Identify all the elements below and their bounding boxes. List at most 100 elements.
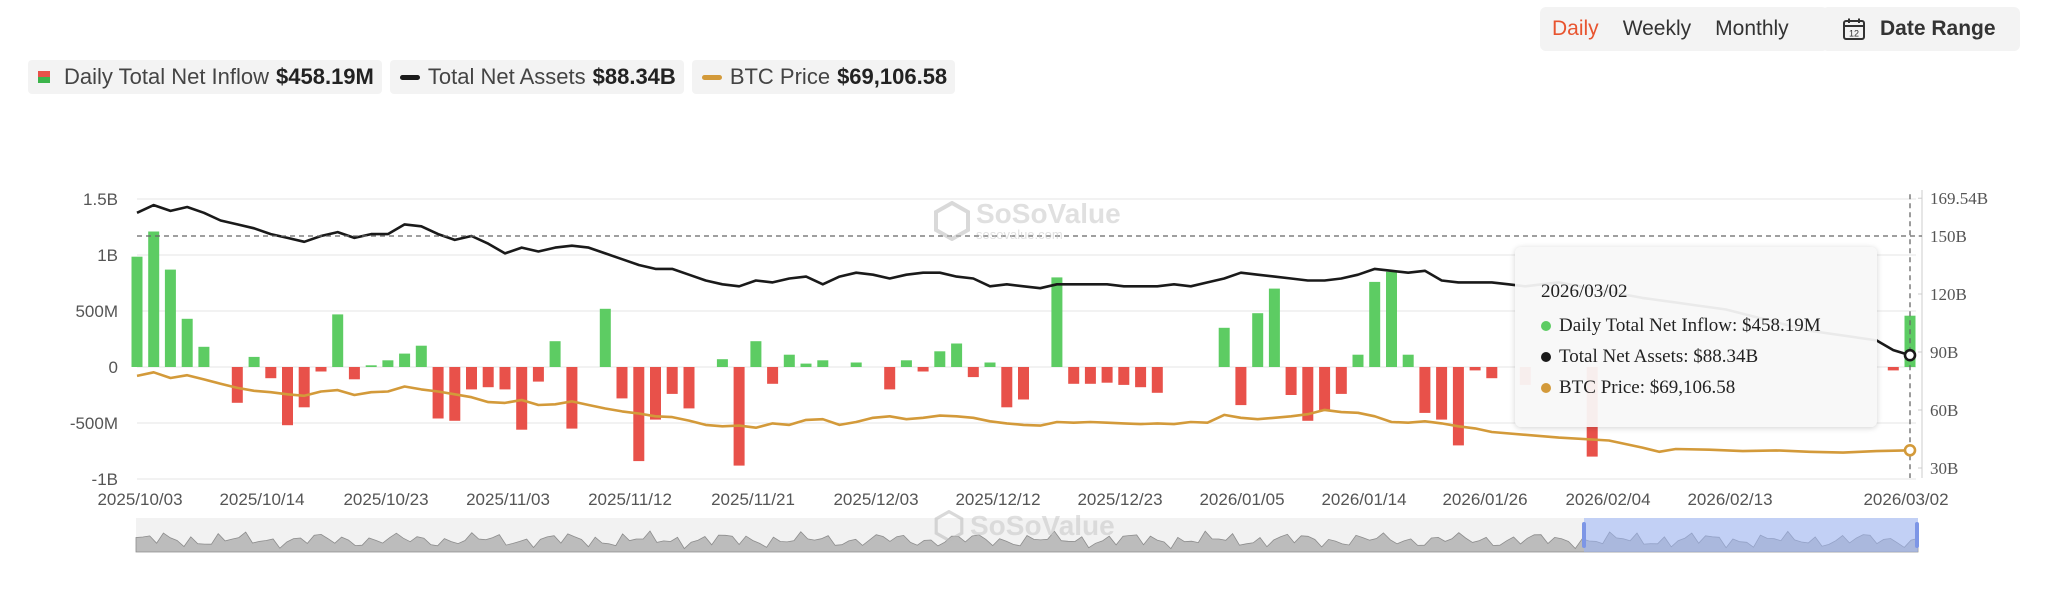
- period-weekly-button[interactable]: Weekly: [1622, 17, 1692, 40]
- inflow-bar: [1419, 367, 1431, 413]
- x-tick-label: 2025/10/03: [97, 490, 182, 509]
- inflow-bar: [783, 354, 795, 367]
- inflow-bar: [716, 359, 728, 367]
- inflow-bar: [917, 367, 929, 372]
- legend-item-total-net-assets[interactable]: Total Net Assets $88.34B: [389, 60, 684, 94]
- inflow-bar: [984, 362, 996, 367]
- inflow-bar: [650, 367, 661, 420]
- inflow-bar: [1436, 367, 1448, 420]
- inflow-bar: [817, 360, 829, 367]
- green-dot-icon: [1541, 321, 1551, 331]
- y-tick-label-left: 0: [109, 358, 118, 377]
- calendar-icon: 12: [1843, 18, 1865, 40]
- x-tick-label: 2025/10/14: [219, 490, 304, 509]
- svg-text:12: 12: [1849, 29, 1859, 39]
- y-tick-label-right: 169.54B: [1930, 189, 1988, 208]
- tooltip-date: 2026/03/02: [1541, 281, 1628, 302]
- period-daily-button[interactable]: Daily: [1552, 17, 1599, 40]
- line-swatch-icon: [399, 74, 420, 80]
- legend-item-btc-price[interactable]: BTC Price $69,106.58: [691, 60, 956, 94]
- inflow-bar: [1335, 367, 1347, 394]
- orange-dot-icon: [1541, 383, 1551, 393]
- inflow-bar: [382, 360, 394, 367]
- navigator-left-handle: [1582, 522, 1586, 548]
- inflow-bar: [532, 367, 544, 382]
- inflow-bar: [131, 256, 143, 367]
- inflow-bar: [1018, 367, 1029, 400]
- x-tick-label: 2025/11/21: [711, 490, 795, 509]
- tooltip-row-inflow: Daily Total Net Inflow: $458.19M: [1541, 315, 1821, 337]
- date-range-button[interactable]: 12 Date Range: [1822, 7, 2020, 51]
- inflow-bar: [767, 367, 779, 384]
- inflow-bar: [666, 367, 678, 394]
- x-tick-label: 2026/01/26: [1442, 490, 1527, 509]
- x-tick-label: 2025/10/23: [343, 490, 428, 509]
- inflow-bar: [951, 343, 963, 367]
- inflow-bar: [181, 318, 193, 367]
- inflow-bar: [482, 367, 494, 388]
- black-dot-icon: [1541, 352, 1551, 362]
- y-tick-label-left: -1B: [92, 470, 118, 489]
- x-tick-label: 2025/12/12: [955, 490, 1040, 509]
- btc-price-line: [136, 371, 1911, 454]
- x-tick-label: 2026/02/04: [1565, 490, 1650, 509]
- legend-name: Total Net Assets: [427, 64, 586, 89]
- x-tick-label: 2026/01/05: [1199, 490, 1284, 509]
- inflow-bar: [499, 367, 511, 390]
- inflow-bar: [1135, 367, 1147, 388]
- inflow-bar: [148, 231, 160, 367]
- sosovalue-logo-icon: [934, 510, 964, 542]
- inflow-bar: [599, 308, 611, 367]
- y-tick-label-right: 60B: [1930, 401, 1958, 420]
- inflow-bar: [1469, 367, 1481, 371]
- legend-value: $88.34B: [592, 64, 676, 89]
- x-tick-label: 2026/02/13: [1687, 490, 1772, 509]
- tooltip-row-assets: Total Net Assets: $88.34B: [1541, 346, 1758, 368]
- inflow-bar: [1001, 367, 1013, 408]
- bar-swatch-icon: [38, 71, 50, 83]
- inflow-bar: [516, 367, 528, 430]
- chart-legend: Daily Total Net Inflow $458.19M Total Ne…: [28, 60, 956, 94]
- watermark-brand: SoSoValue: [970, 510, 1115, 541]
- inflow-bar: [466, 367, 477, 390]
- assets-hover-marker: [1903, 348, 1917, 362]
- inflow-bar: [1268, 288, 1280, 367]
- line-swatch-icon: [701, 74, 722, 80]
- inflow-bar: [248, 356, 260, 367]
- inflow-bar: [1235, 367, 1247, 406]
- legend-item-daily-inflow[interactable]: Daily Total Net Inflow $458.19M: [28, 60, 382, 94]
- inflow-bar: [164, 269, 176, 367]
- inflow-bar: [1285, 367, 1297, 395]
- inflow-bar: [1068, 367, 1080, 384]
- inflow-bar: [1402, 354, 1414, 367]
- date-range-label: Date Range: [1880, 17, 1996, 40]
- inflow-bar: [1118, 367, 1130, 385]
- inflow-bar: [1887, 367, 1899, 371]
- inflow-bar: [1352, 354, 1364, 367]
- legend-value: $458.19M: [276, 64, 374, 89]
- inflow-bar: [566, 367, 578, 429]
- sosovalue-logo-icon: [934, 201, 970, 241]
- inflow-bar: [282, 367, 293, 426]
- inflow-bar: [399, 353, 411, 367]
- chart-tooltip: 2026/03/02 Daily Total Net Inflow: $458.…: [1515, 247, 1877, 427]
- legend-name: Daily Total Net Inflow: [64, 64, 270, 89]
- x-tick-label: 2025/12/03: [833, 490, 918, 509]
- btc-hover-marker: [1903, 443, 1917, 457]
- inflow-bar: [1319, 367, 1331, 411]
- y-tick-label-right: 30B: [1930, 459, 1958, 478]
- x-tick-label: 2025/11/03: [466, 490, 550, 509]
- navigator-watermark: SoSoValue: [934, 510, 1115, 542]
- x-tick-label: 2026/01/14: [1321, 490, 1406, 509]
- inflow-bar: [198, 346, 210, 367]
- inflow-bar: [1386, 271, 1397, 367]
- navigator-selection: [1584, 518, 1918, 552]
- x-tick-label: 2026/03/02: [1863, 490, 1948, 509]
- inflow-bar: [1486, 367, 1498, 379]
- tooltip-text: Daily Total Net Inflow: $458.19M: [1559, 315, 1821, 336]
- y-tick-label-left: -500M: [70, 414, 118, 433]
- legend-name: BTC Price: [729, 64, 831, 89]
- inflow-bar: [1084, 367, 1096, 384]
- inflow-bar: [850, 362, 862, 367]
- period-monthly-button[interactable]: Monthly: [1715, 17, 1789, 40]
